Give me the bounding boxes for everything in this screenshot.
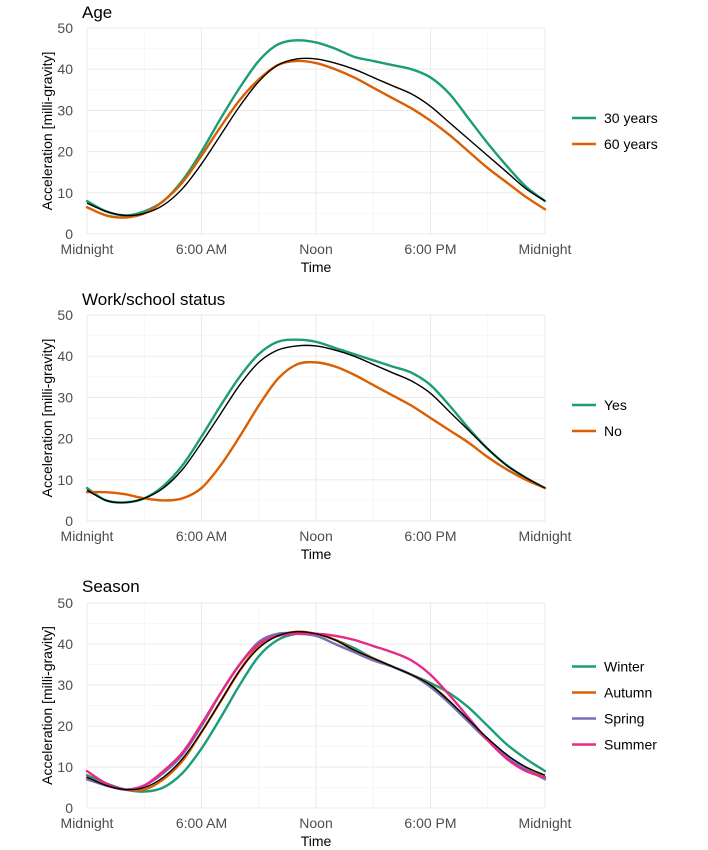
y-axis-title: Acceleration [milli-gravity] — [39, 626, 55, 785]
series-line — [85, 631, 547, 791]
y-tick-label: 20 — [57, 144, 73, 160]
x-tick-label: Midnight — [61, 528, 114, 544]
legend-label: 60 years — [604, 136, 658, 152]
y-tick-label: 0 — [65, 800, 73, 816]
overall-line — [86, 344, 546, 504]
y-tick-label: 30 — [57, 677, 73, 693]
x-tick-label: 6:00 PM — [404, 241, 456, 257]
panel-title: Work/school status — [82, 290, 225, 309]
y-axis-title: Acceleration [milli-gravity] — [39, 52, 55, 211]
x-tick-label: Noon — [299, 241, 332, 257]
legend-label: Winter — [604, 659, 645, 675]
x-tick-label: Midnight — [61, 241, 114, 257]
y-tick-label: 30 — [57, 102, 73, 118]
y-tick-label: 50 — [57, 20, 73, 36]
x-tick-label: Midnight — [519, 815, 572, 831]
y-tick-label: 0 — [65, 226, 73, 242]
legend-label: Summer — [604, 737, 657, 753]
x-tick-label: Midnight — [61, 815, 114, 831]
panel-age: Age 0 10 20 30 40 50 Midnight 6:00 AM Noon 6:00 PM… — [39, 3, 658, 275]
legend-label: Autumn — [604, 685, 652, 701]
legend-label: 30 years — [604, 110, 658, 126]
y-axis-title: Acceleration [milli-gravity] — [39, 339, 55, 498]
y-tick-label: 20 — [57, 431, 73, 447]
x-tick-label: 6:00 PM — [404, 528, 456, 544]
x-tick-label: Midnight — [519, 528, 572, 544]
y-tick-label: 40 — [57, 348, 73, 364]
x-axis-title: Time — [301, 259, 332, 275]
y-tick-label: 0 — [65, 513, 73, 529]
overall-line — [86, 630, 546, 791]
panel-work-school-status: Work/school status 0 10 20 30 40 50 Midnight 6:0… — [39, 290, 627, 562]
x-tick-label: Noon — [299, 528, 332, 544]
y-tick-label: 20 — [57, 718, 73, 734]
series-line — [85, 338, 547, 504]
legend-label: Yes — [604, 397, 627, 413]
overall-line — [86, 57, 546, 217]
x-tick-label: 6:00 AM — [176, 815, 227, 831]
y-tick-label: 50 — [57, 595, 73, 611]
legend-label: Spring — [604, 711, 644, 727]
y-tick-label: 10 — [57, 185, 73, 201]
x-axis-title: Time — [301, 833, 332, 849]
panel-title: Age — [82, 3, 112, 22]
x-tick-label: 6:00 PM — [404, 815, 456, 831]
y-tick-label: 50 — [57, 307, 73, 323]
panel-title: Season — [82, 577, 140, 596]
y-tick-label: 40 — [57, 61, 73, 77]
y-tick-label: 10 — [57, 472, 73, 488]
y-tick-label: 40 — [57, 636, 73, 652]
panel-season: Season 0 10 20 30 40 50 Midnight 6:00 AM Noon 6:00… — [39, 577, 657, 849]
legend-label: No — [604, 423, 622, 439]
x-tick-label: Midnight — [519, 241, 572, 257]
x-tick-label: 6:00 AM — [176, 241, 227, 257]
x-tick-label: 6:00 AM — [176, 528, 227, 544]
series-line — [85, 59, 547, 219]
y-tick-label: 30 — [57, 389, 73, 405]
x-tick-label: Noon — [299, 815, 332, 831]
y-tick-label: 10 — [57, 759, 73, 775]
x-axis-title: Time — [301, 546, 332, 562]
series-line — [85, 360, 547, 502]
